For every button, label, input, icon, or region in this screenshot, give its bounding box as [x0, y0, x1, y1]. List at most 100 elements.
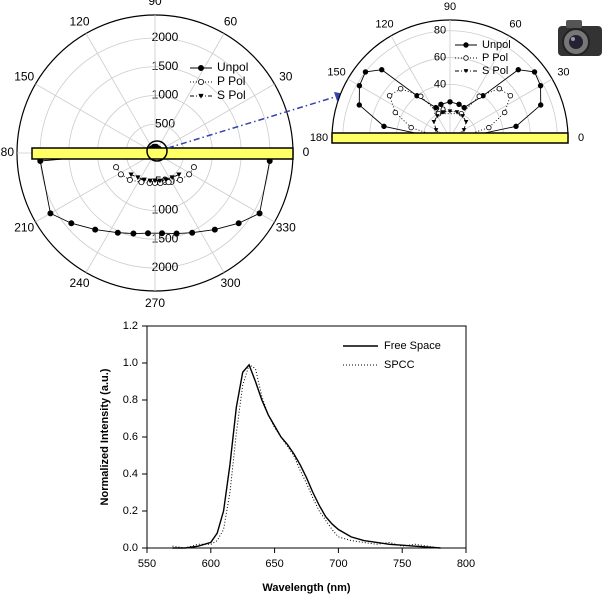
theta-tick-label: 0 [578, 132, 584, 144]
camera-top [566, 20, 582, 28]
theta-tick-label: 180 [0, 145, 14, 159]
theta-tick-label: 150 [14, 70, 34, 84]
marker [47, 210, 54, 217]
y-tick-label: 1.0 [123, 357, 138, 369]
series-line [115, 166, 195, 184]
marker [461, 128, 467, 133]
grid-spoke [449, 78, 553, 139]
series-line [172, 364, 441, 549]
marker [159, 230, 166, 237]
marker [197, 79, 204, 86]
marker [501, 109, 508, 116]
marker [176, 172, 182, 178]
r-tick-label: 1500 [152, 231, 179, 245]
x-tick-label: 800 [457, 558, 475, 570]
marker [113, 164, 120, 171]
marker [438, 101, 444, 108]
x-tick-label: 550 [138, 558, 156, 570]
grid-spoke [85, 33, 156, 154]
marker [169, 175, 175, 181]
marker [538, 102, 544, 108]
marker [198, 93, 204, 99]
camera-lens-glint [571, 37, 575, 41]
marker [392, 109, 399, 116]
marker [190, 164, 197, 171]
r-tick-label: 1000 [152, 203, 179, 217]
theta-tick-label: 120 [69, 14, 89, 28]
substrate-bar [331, 132, 569, 144]
series-line [389, 88, 511, 138]
grid-spoke [449, 35, 510, 139]
y-axis-label: Normalized Intensity (a.u.) [99, 368, 111, 505]
marker [418, 93, 424, 99]
x-tick-label: 750 [393, 558, 411, 570]
y-tick-label: 0.4 [123, 468, 138, 480]
marker [163, 177, 169, 183]
marker [496, 85, 503, 92]
marker [157, 178, 163, 184]
theta-tick-label: 90 [444, 1, 456, 13]
r-tick-label: 80 [434, 25, 446, 37]
marker [128, 172, 134, 178]
legend-label: S Pol [217, 88, 246, 102]
line-chart: 550 600 650 700 750 800 0.0 0.2 0.4 0.6 0.8 1.0 1.2 W… [99, 320, 475, 594]
marker [463, 42, 469, 48]
marker [147, 178, 153, 184]
theta-tick-label: 300 [220, 276, 240, 290]
grid-spoke [154, 83, 275, 154]
theta-tick-label: 30 [279, 70, 293, 84]
legend-label: P Pol [482, 52, 508, 64]
marker [454, 110, 460, 115]
zoom-arrow [167, 95, 339, 149]
grid-spoke [154, 152, 275, 223]
marker [386, 92, 393, 99]
marker [463, 69, 469, 74]
marker [362, 69, 369, 75]
marker [397, 85, 404, 92]
marker [197, 65, 204, 72]
marker [456, 101, 462, 108]
marker [144, 230, 151, 237]
marker [114, 229, 121, 236]
theta-tick-label: 180 [310, 132, 328, 144]
marker [537, 83, 544, 89]
legend-label: P Pol [217, 74, 245, 88]
grid-spoke [347, 78, 451, 139]
theta-tick-label: 240 [69, 276, 89, 290]
marker [463, 120, 469, 125]
legend-label: Unpol [482, 39, 511, 51]
theta-tick-label: 90 [148, 0, 162, 8]
marker [356, 102, 362, 108]
marker [447, 99, 453, 105]
x-tick-label: 650 [265, 558, 283, 570]
marker [434, 114, 440, 119]
theta-tick-label: 150 [327, 66, 345, 78]
marker [440, 110, 446, 115]
marker [186, 171, 193, 178]
y-tick-label: 0.2 [123, 505, 138, 517]
marker [515, 67, 521, 73]
legend-label: SPCC [384, 359, 415, 371]
x-tick-label: 600 [202, 558, 220, 570]
marker [433, 104, 439, 111]
marker [173, 230, 180, 237]
marker [379, 67, 385, 73]
marker [513, 123, 519, 130]
grid-spoke [154, 152, 225, 273]
marker [92, 226, 99, 233]
legend-label: Free Space [384, 340, 441, 352]
marker [68, 220, 75, 227]
camera-icon [558, 20, 602, 56]
marker [463, 55, 469, 61]
marker [433, 128, 439, 133]
theta-tick-label: 60 [509, 18, 521, 30]
theta-tick-label: 120 [375, 18, 393, 30]
grid-spoke [35, 152, 156, 223]
marker [256, 210, 263, 217]
marker [138, 179, 145, 186]
marker [135, 175, 141, 181]
r-tick-label: 40 [434, 78, 446, 90]
x-tick-label: 700 [329, 558, 347, 570]
y-tick-label: 0.0 [123, 542, 138, 554]
